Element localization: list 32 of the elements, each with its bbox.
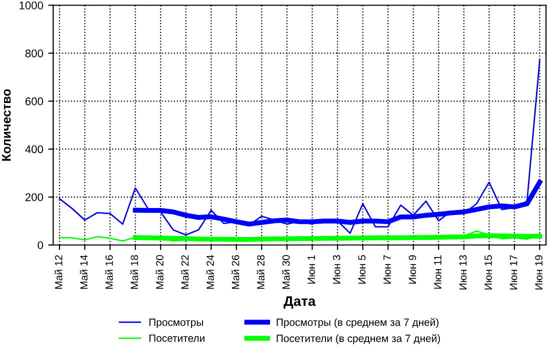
legend-label: Посетители [149, 334, 204, 342]
x-tick-label: Июн 11 [434, 255, 442, 289]
y-tick-label: 0 [38, 241, 44, 250]
x-tick-label: Май 30 [282, 255, 290, 289]
x-tick-label: Июн 3 [332, 255, 340, 284]
y-tick-label: 400 [25, 145, 44, 154]
x-tick-label: Май 12 [54, 255, 62, 289]
y-tick-label: 800 [25, 49, 44, 58]
x-tick-label: Июн 19 [535, 255, 542, 290]
x-tick-label: Июн 13 [459, 255, 467, 290]
x-tick-label: Май 26 [231, 255, 240, 289]
legend-label: Посетители (в среднем за 7 дней) [276, 334, 440, 344]
y-tick-label: 200 [26, 193, 44, 202]
y-tick-label: 1000 [20, 2, 44, 10]
x-tick-label: Июн 17 [510, 255, 518, 290]
x-tick-label: Май 24 [206, 255, 214, 289]
x-tick-label: Июн 15 [484, 255, 492, 290]
legend-label: Просмотры (в среднем за 7 дней) [276, 318, 438, 328]
x-tick-label: Май 20 [156, 255, 164, 289]
x-axis-title: Дата [284, 296, 316, 309]
x-tick-label: Май 14 [80, 255, 88, 289]
x-tick-label: Май 16 [105, 255, 113, 289]
x-tick-label: Июн 9 [408, 255, 416, 284]
x-tick-label: Май 28 [256, 255, 264, 289]
y-axis-title: Количество [2, 89, 11, 161]
x-tick-label: Июн 5 [358, 255, 366, 284]
x-tick-label: Май 18 [130, 255, 138, 289]
y-tick-label: 600 [26, 97, 44, 106]
x-tick-label: Июн 7 [384, 255, 391, 284]
x-tick-label: Май 22 [180, 255, 189, 289]
x-tick-label: Июн 1 [308, 255, 316, 284]
legend-label: Просмотры [149, 318, 203, 328]
